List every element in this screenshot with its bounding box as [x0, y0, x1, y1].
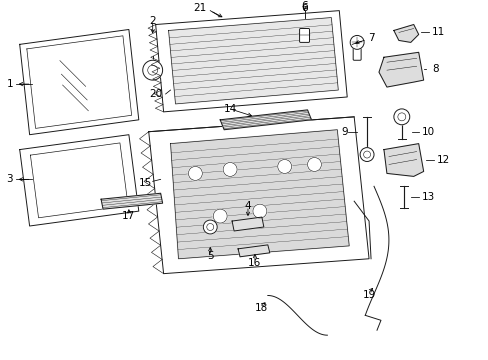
Text: 21: 21: [193, 3, 206, 13]
Polygon shape: [393, 24, 418, 42]
Circle shape: [277, 159, 291, 174]
Text: 10: 10: [421, 127, 434, 137]
Text: 6: 6: [301, 3, 307, 13]
Text: 6: 6: [301, 1, 307, 11]
Circle shape: [223, 162, 237, 176]
Text: 13: 13: [421, 192, 434, 202]
FancyBboxPatch shape: [352, 42, 360, 60]
Text: 9: 9: [340, 127, 347, 137]
Polygon shape: [20, 135, 139, 226]
Polygon shape: [220, 110, 311, 130]
FancyBboxPatch shape: [299, 28, 309, 42]
Text: 16: 16: [248, 258, 261, 268]
Polygon shape: [232, 217, 264, 231]
Polygon shape: [155, 11, 346, 112]
Circle shape: [252, 204, 266, 218]
Text: 5: 5: [206, 251, 213, 261]
Polygon shape: [168, 18, 338, 104]
Polygon shape: [378, 52, 423, 87]
Circle shape: [203, 220, 217, 234]
Polygon shape: [20, 30, 139, 135]
Text: 8: 8: [431, 64, 438, 74]
Polygon shape: [148, 117, 368, 274]
Text: 3: 3: [6, 174, 13, 184]
Text: 2: 2: [149, 15, 156, 26]
Circle shape: [213, 209, 226, 223]
Text: 15: 15: [139, 178, 152, 188]
Text: 12: 12: [436, 154, 449, 165]
Text: 19: 19: [362, 291, 375, 301]
Circle shape: [393, 109, 409, 125]
Text: 17: 17: [122, 211, 135, 221]
Text: 18: 18: [255, 303, 268, 314]
Text: 14: 14: [223, 104, 236, 114]
Circle shape: [359, 148, 373, 162]
Polygon shape: [383, 144, 423, 176]
Text: 20: 20: [149, 89, 162, 99]
Text: 4: 4: [244, 201, 251, 211]
Text: 11: 11: [431, 27, 444, 37]
Text: 1: 1: [6, 79, 13, 89]
Polygon shape: [170, 130, 348, 259]
Circle shape: [349, 35, 364, 49]
Polygon shape: [101, 193, 163, 209]
Circle shape: [142, 60, 163, 80]
Circle shape: [307, 158, 321, 171]
Circle shape: [188, 166, 202, 180]
Polygon shape: [238, 245, 269, 257]
Text: 7: 7: [367, 33, 374, 44]
